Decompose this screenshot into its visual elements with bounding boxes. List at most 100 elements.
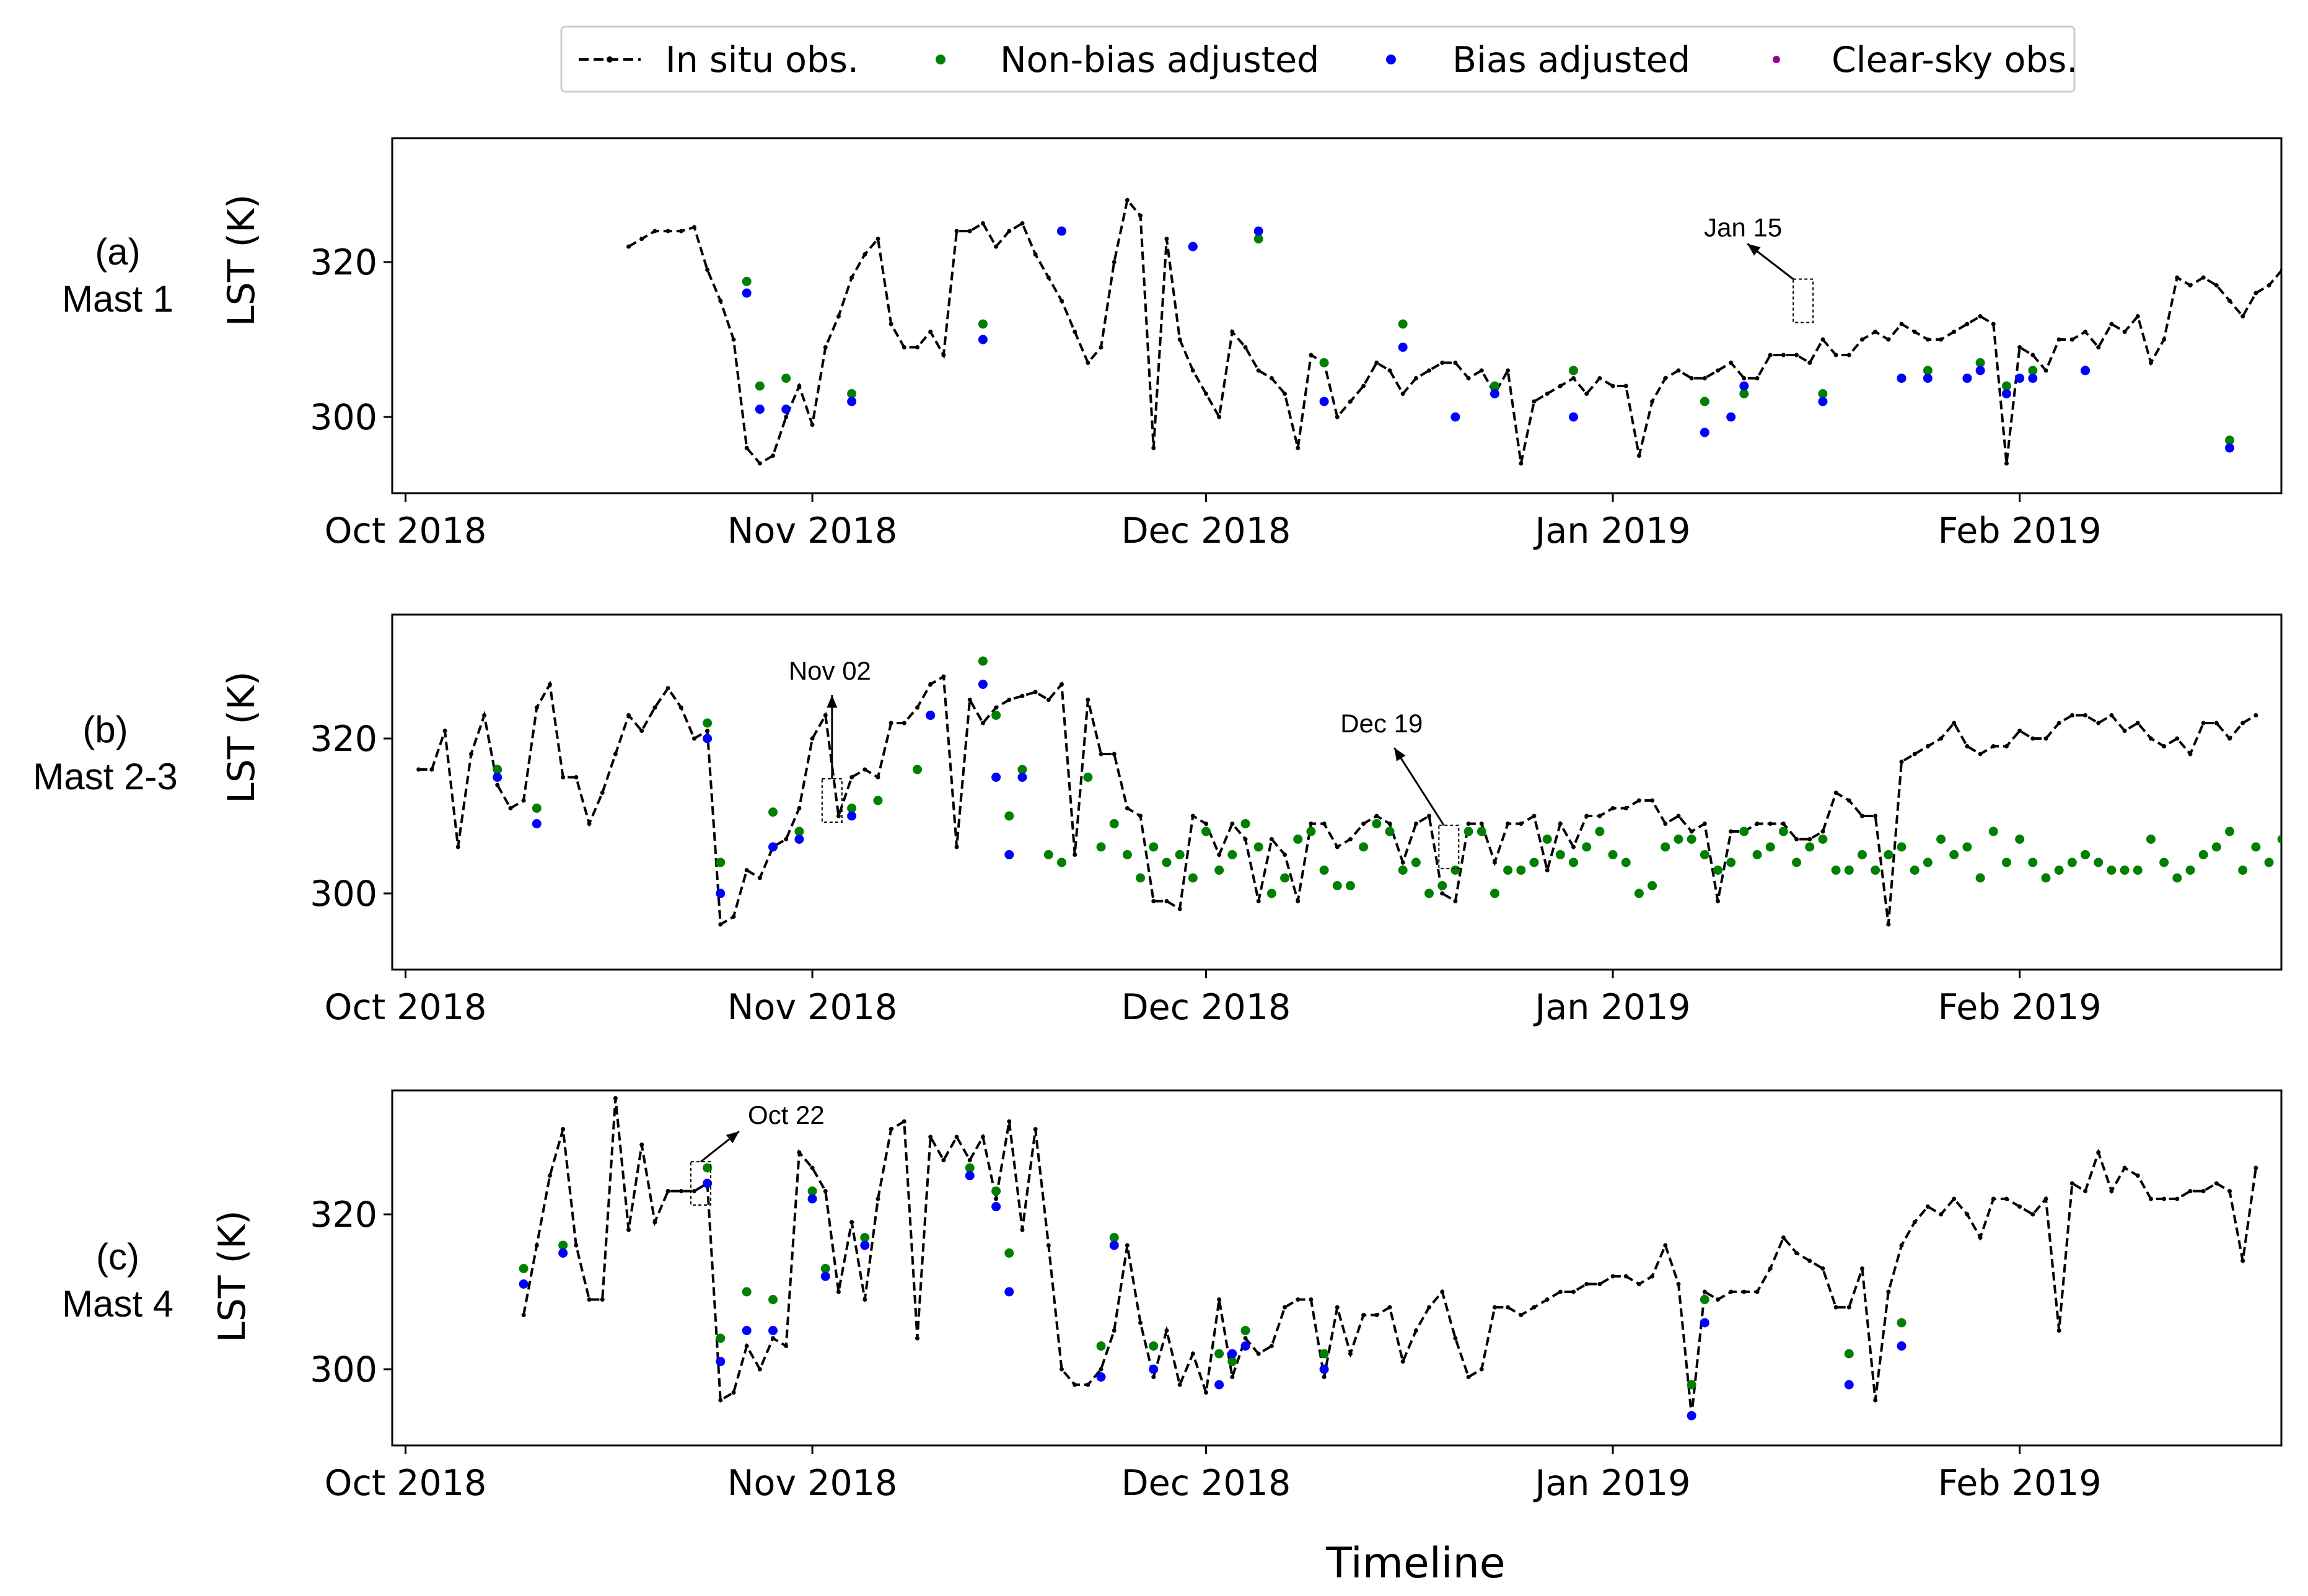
panel-c-in-situ-point	[784, 1344, 789, 1348]
panel-a-in-situ-point	[1099, 345, 1104, 349]
panel-a-bias-point	[2028, 374, 2038, 383]
panel-c-in-situ-point	[2162, 1196, 2167, 1201]
panel-b-non-bias-point	[1411, 857, 1421, 867]
panel-c-in-situ-point	[1466, 1375, 1471, 1379]
panel-b-non-bias-point	[1634, 888, 1644, 898]
panel-c-in-situ-point	[1506, 1305, 1511, 1310]
panel-a-in-situ-point	[836, 314, 841, 318]
panel-c-frame	[391, 1089, 2283, 1447]
panel-a-in-situ-point	[1073, 330, 1077, 334]
panel-c-ytick-label: 300	[310, 1349, 377, 1390]
panel-b-non-bias-point	[493, 765, 502, 774]
panel-a-in-situ-point	[902, 345, 906, 349]
panel-a-in-situ-point	[980, 221, 985, 226]
panel-c-in-situ-point	[1046, 1243, 1051, 1248]
panel-c-bias-point	[519, 1279, 529, 1289]
panel-b-non-bias-point	[1359, 842, 1369, 852]
panel-a-in-situ-point	[1768, 353, 1773, 357]
panel-c-in-situ-point	[1636, 1282, 1641, 1286]
panel-b-in-situ-point	[2096, 721, 2101, 726]
panel-c-bias-point	[1214, 1380, 1224, 1390]
panel-b-in-situ-point	[1256, 899, 1261, 903]
legend-non-bias-label: Non-bias adjusted	[1000, 40, 1319, 81]
panel-c-in-situ-point	[2293, 0, 2297, 2]
panel-c-in-situ-point	[639, 1142, 644, 1147]
panel-a-in-situ-point	[1060, 299, 1064, 303]
panel-b-in-situ-point	[1899, 760, 1904, 764]
panel-a-in-situ-point	[1873, 330, 1878, 334]
panel-b-non-bias-point	[2001, 857, 2011, 867]
panel-a-in-situ-point	[2188, 283, 2193, 287]
panel-c-in-situ-point	[1283, 1305, 1288, 1310]
panel-a-non-bias-point	[1975, 358, 1985, 367]
panel-c-in-situ-point	[849, 1220, 854, 1224]
panel-a-in-situ-point	[718, 299, 723, 303]
panel-c-in-situ-point	[665, 1189, 670, 1193]
panel-a-series	[626, 197, 2281, 466]
panel-a-in-situ-point	[1597, 376, 1602, 380]
panel-b-in-situ-point	[1532, 813, 1537, 818]
panel-b-non-bias-point	[2251, 842, 2261, 852]
panel-b-in-situ-point	[1755, 822, 1760, 826]
panel-a-in-situ-point	[1217, 414, 1222, 419]
panel-c-non-bias-point	[742, 1287, 752, 1297]
panel-b-ylabel: LST (K)	[220, 671, 263, 803]
panel-a-in-situ-point	[1729, 361, 1734, 365]
panel-b-non-bias-point	[1871, 866, 1880, 875]
panel-b-in-situ-point	[2109, 713, 2114, 717]
panel-b-in-situ-point	[1374, 813, 1379, 818]
panel-a-bias-point	[2081, 366, 2091, 375]
panel-a: (a) Mast 1 LST (K) 300 320 Oct 2018 Nov 201…	[62, 137, 2283, 551]
panel-b-in-situ-point	[1729, 829, 1734, 834]
panel-b-non-bias-point	[1214, 866, 1224, 875]
panel-b-in-situ-point	[1623, 806, 1628, 810]
panel-b-in-situ-point	[2135, 721, 2140, 726]
panel-a-in-situ-point	[1532, 399, 1537, 404]
panel-c-in-situ-point	[2109, 1189, 2114, 1193]
panel-a-in-situ-point	[1374, 361, 1379, 365]
panel-a-site: Mast 1	[62, 278, 173, 320]
panel-c-non-bias-point	[519, 1264, 529, 1273]
panel-c-in-situ-point	[561, 1127, 566, 1131]
panel-a-in-situ-point	[1859, 337, 1864, 342]
panel-b-non-bias-point	[1516, 866, 1526, 875]
panel-b-in-situ-point	[2083, 713, 2088, 717]
panel-c-in-situ-point	[1400, 1359, 1405, 1364]
panel-a-in-situ-point	[2096, 345, 2101, 349]
panel-c-in-situ-point	[1230, 1375, 1235, 1379]
panel-b-in-situ-point	[574, 775, 579, 779]
panel-b-non-bias-point	[1253, 842, 1263, 852]
panel-c-in-situ-point	[1020, 1227, 1025, 1232]
panel-b-in-situ-point	[561, 775, 566, 779]
panel-a-in-situ-point	[1269, 376, 1274, 380]
panel-b-in-situ-point	[1335, 844, 1340, 849]
panel-b-bias-point	[978, 680, 988, 689]
panel-b-bias-point	[1004, 850, 1014, 859]
panel-b-in-situ-point	[1939, 736, 1944, 741]
panel-a-in-situ-point	[810, 423, 815, 427]
panel-c-in-situ-point	[534, 1243, 539, 1248]
panel-a-in-situ-point	[1177, 337, 1182, 342]
panel-a-bias-point	[847, 397, 857, 406]
panel-b-in-situ-point	[1151, 899, 1156, 903]
panel-b-in-situ-point	[2201, 721, 2206, 726]
panel-c-in-situ-point	[1886, 1289, 1891, 1294]
panel-c-in-situ-point	[691, 1189, 696, 1193]
panel-a-bias-point	[1897, 374, 1907, 383]
panel-a-in-situ-point	[1978, 314, 1983, 318]
panel-b-in-situ-point	[954, 844, 959, 849]
panel-c-bias-point	[703, 1178, 713, 1188]
panel-b-in-situ-point	[1099, 752, 1104, 756]
panel-c-xtick-label: Oct 2018	[325, 1463, 487, 1504]
panel-c-non-bias-point	[1844, 1349, 1854, 1359]
panel-c-in-situ-point	[2083, 1189, 2088, 1193]
panel-a-in-situ-point	[705, 268, 710, 272]
panel-a-in-situ-point	[1256, 368, 1261, 373]
panel-b-non-bias-point	[1805, 842, 1815, 852]
panel-b-in-situ-point	[691, 736, 696, 741]
panel-b-in-situ-point	[797, 806, 802, 810]
panel-c-in-situ-point	[1991, 1196, 1996, 1201]
panel-a-in-situ-point	[1939, 337, 1944, 342]
panel-b-in-situ-point	[626, 713, 631, 717]
panel-b-in-situ-point	[1650, 798, 1655, 803]
